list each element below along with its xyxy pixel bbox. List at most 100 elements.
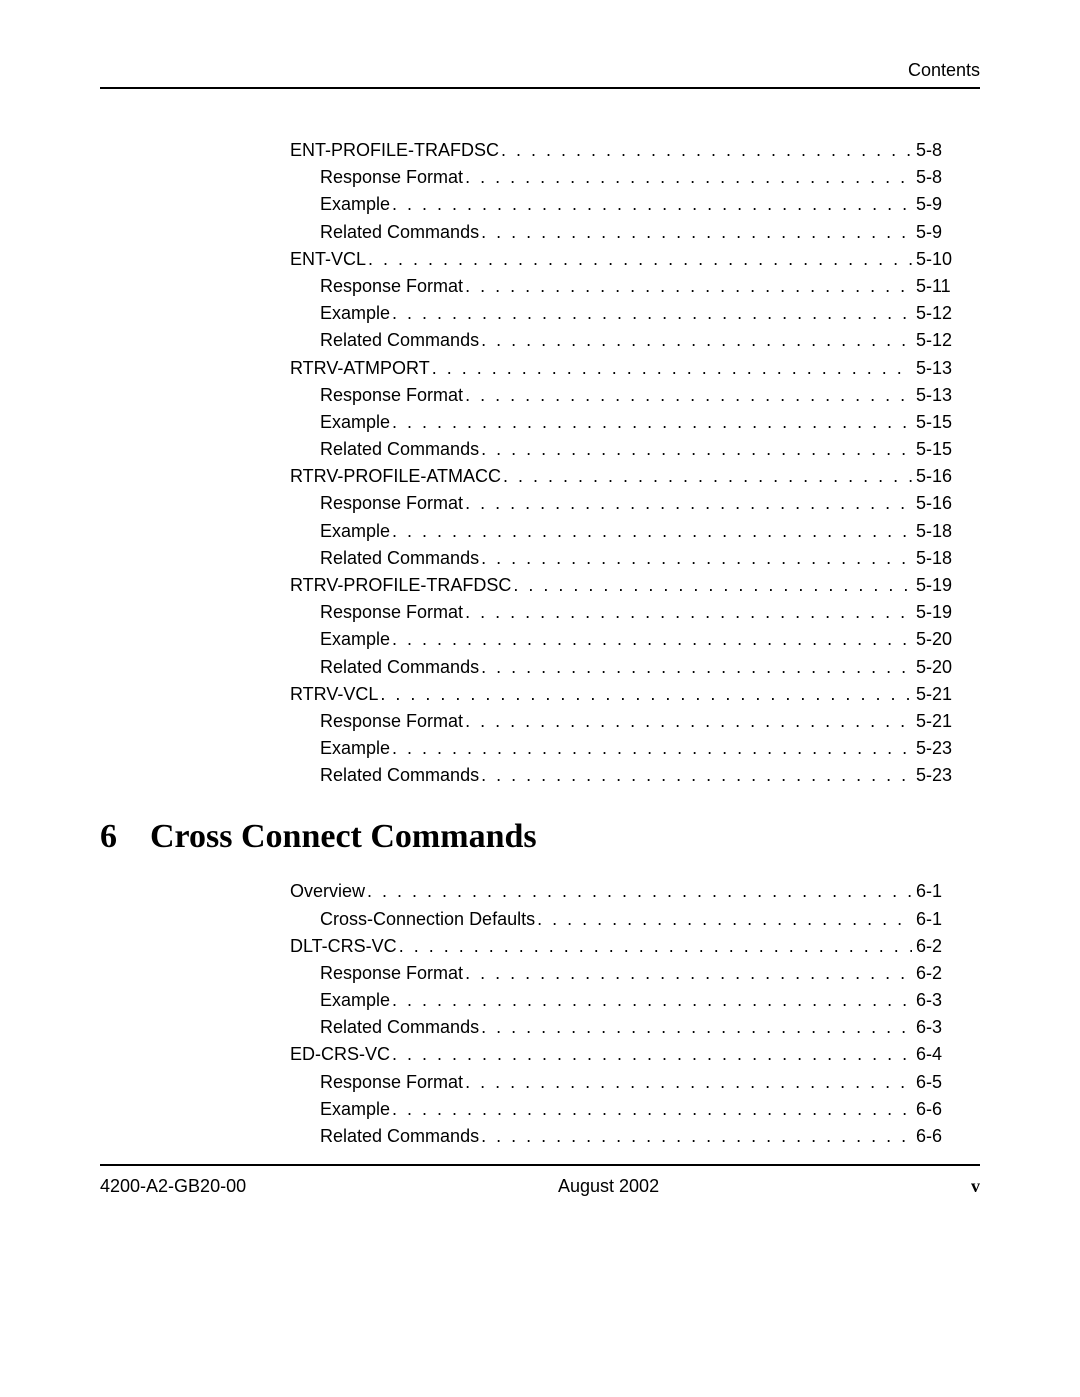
toc-label: Example: [320, 991, 390, 1009]
toc-label: Example: [320, 522, 390, 540]
toc-entry: Related Commands5-23: [290, 766, 970, 784]
toc-entry: Related Commands5-12: [290, 331, 970, 349]
toc-entry: Related Commands5-9: [290, 223, 970, 241]
toc-label: Example: [320, 304, 390, 322]
toc-leader-dots: [465, 386, 912, 404]
toc-leader-dots: [481, 658, 912, 676]
toc-leader-dots: [465, 603, 912, 621]
toc-label: Response Format: [320, 1073, 463, 1091]
toc-entry: Example5-15: [290, 413, 970, 431]
toc-label: Related Commands: [320, 658, 479, 676]
toc-entry: Overview 6-1: [290, 882, 970, 900]
footer-doc-id: 4200-A2-GB20-00: [100, 1176, 246, 1197]
toc-page: 5-8: [916, 168, 970, 186]
toc-entry: Example 5-12: [290, 304, 970, 322]
toc-leader-dots: [392, 739, 912, 757]
toc-entry: Example5-20: [290, 630, 970, 648]
toc-leader-dots: [503, 467, 912, 485]
toc-page: 6-1: [916, 882, 970, 900]
toc-leader-dots: [399, 937, 912, 955]
toc-label: RTRV-VCL: [290, 685, 378, 703]
toc-entry: Related Commands 6-3: [290, 1018, 970, 1036]
toc-entry: Example6-6: [290, 1100, 970, 1118]
toc-label: RTRV-PROFILE-ATMACC: [290, 467, 501, 485]
chapter-title: Cross Connect Commands: [150, 818, 537, 856]
toc-leader-dots: [465, 1073, 912, 1091]
toc-entry: Response Format 6-5: [290, 1073, 970, 1091]
header-rule: [100, 87, 980, 89]
toc-label: Related Commands: [320, 1018, 479, 1036]
page-footer: 4200-A2-GB20-00 August 2002 v: [100, 1164, 980, 1197]
toc-leader-dots: [537, 910, 912, 928]
toc-page: 5-9: [916, 195, 970, 213]
chapter-heading: 6 Cross Connect Commands: [100, 818, 980, 856]
toc-leader-dots: [392, 304, 912, 322]
toc-leader-dots: [367, 882, 912, 900]
toc-page: 5-18: [916, 549, 970, 567]
toc-page: 5-23: [916, 766, 970, 784]
toc-entry: ENT-VCL5-10: [290, 250, 970, 268]
toc-label: Example: [320, 630, 390, 648]
toc-page: 5-11: [916, 277, 970, 295]
toc-leader-dots: [481, 1127, 912, 1145]
toc-page: 6-6: [916, 1127, 970, 1145]
toc-leader-dots: [392, 413, 912, 431]
footer-date: August 2002: [558, 1176, 659, 1197]
toc-label: Response Format: [320, 168, 463, 186]
toc-label: ED-CRS-VC: [290, 1045, 390, 1063]
header-contents-label: Contents: [100, 60, 980, 81]
toc-entry: ED-CRS-VC 6-4: [290, 1045, 970, 1063]
toc-entry: Example 6-3: [290, 991, 970, 1009]
toc-leader-dots: [392, 522, 912, 540]
toc-leader-dots: [465, 712, 912, 730]
toc-page: 5-16: [916, 494, 970, 512]
toc-label: RTRV-PROFILE-TRAFDSC: [290, 576, 511, 594]
toc-entry: Cross-Connection Defaults6-1: [290, 910, 970, 928]
page: Contents ENT-PROFILE-TRAFDSC5-8Response …: [0, 0, 1080, 1397]
toc-page: 5-18: [916, 522, 970, 540]
toc-page: 6-3: [916, 1018, 970, 1036]
toc-page: 5-10: [916, 250, 970, 268]
toc-page: 5-12: [916, 304, 970, 322]
toc-leader-dots: [432, 359, 912, 377]
toc-leader-dots: [392, 991, 912, 1009]
toc-page: 5-23: [916, 739, 970, 757]
toc-label: Response Format: [320, 712, 463, 730]
toc-page: 6-5: [916, 1073, 970, 1091]
toc-page: 5-21: [916, 712, 970, 730]
chapter-number: 6: [100, 818, 150, 856]
toc-entry: DLT-CRS-VC6-2: [290, 937, 970, 955]
toc-label: ENT-PROFILE-TRAFDSC: [290, 141, 499, 159]
toc-entry: Related Commands5-20: [290, 658, 970, 676]
toc-label: Overview: [290, 882, 365, 900]
toc-page: 5-9: [916, 223, 970, 241]
toc-page: 5-16: [916, 467, 970, 485]
toc-leader-dots: [380, 685, 912, 703]
toc-leader-dots: [501, 141, 912, 159]
toc-page: 5-15: [916, 440, 970, 458]
toc-entry: Related Commands 5-15: [290, 440, 970, 458]
toc-page: 5-15: [916, 413, 970, 431]
toc-leader-dots: [513, 576, 912, 594]
toc-page: 5-8: [916, 141, 970, 159]
toc-page: 5-19: [916, 576, 970, 594]
toc-page: 6-4: [916, 1045, 970, 1063]
toc-leader-dots: [481, 440, 912, 458]
toc-leader-dots: [465, 168, 912, 186]
toc-section-5: ENT-PROFILE-TRAFDSC 5-8 Response Format 5-8…: [290, 141, 970, 784]
toc-entry: Example 5-9: [290, 195, 970, 213]
toc-leader-dots: [392, 1045, 912, 1063]
toc-entry: Response Format 5-8: [290, 168, 970, 186]
toc-label: Example: [320, 195, 390, 213]
toc-label: Related Commands: [320, 549, 479, 567]
toc-page: 6-1: [916, 910, 970, 928]
toc-entry: Response Format5-11: [290, 277, 970, 295]
toc-leader-dots: [481, 549, 912, 567]
toc-label: Response Format: [320, 494, 463, 512]
footer-page-num: v: [971, 1176, 980, 1197]
toc-page: 6-3: [916, 991, 970, 1009]
toc-page: 5-21: [916, 685, 970, 703]
toc-page: 5-13: [916, 386, 970, 404]
toc-entry: Response Format 5-16: [290, 494, 970, 512]
toc-label: Related Commands: [320, 440, 479, 458]
